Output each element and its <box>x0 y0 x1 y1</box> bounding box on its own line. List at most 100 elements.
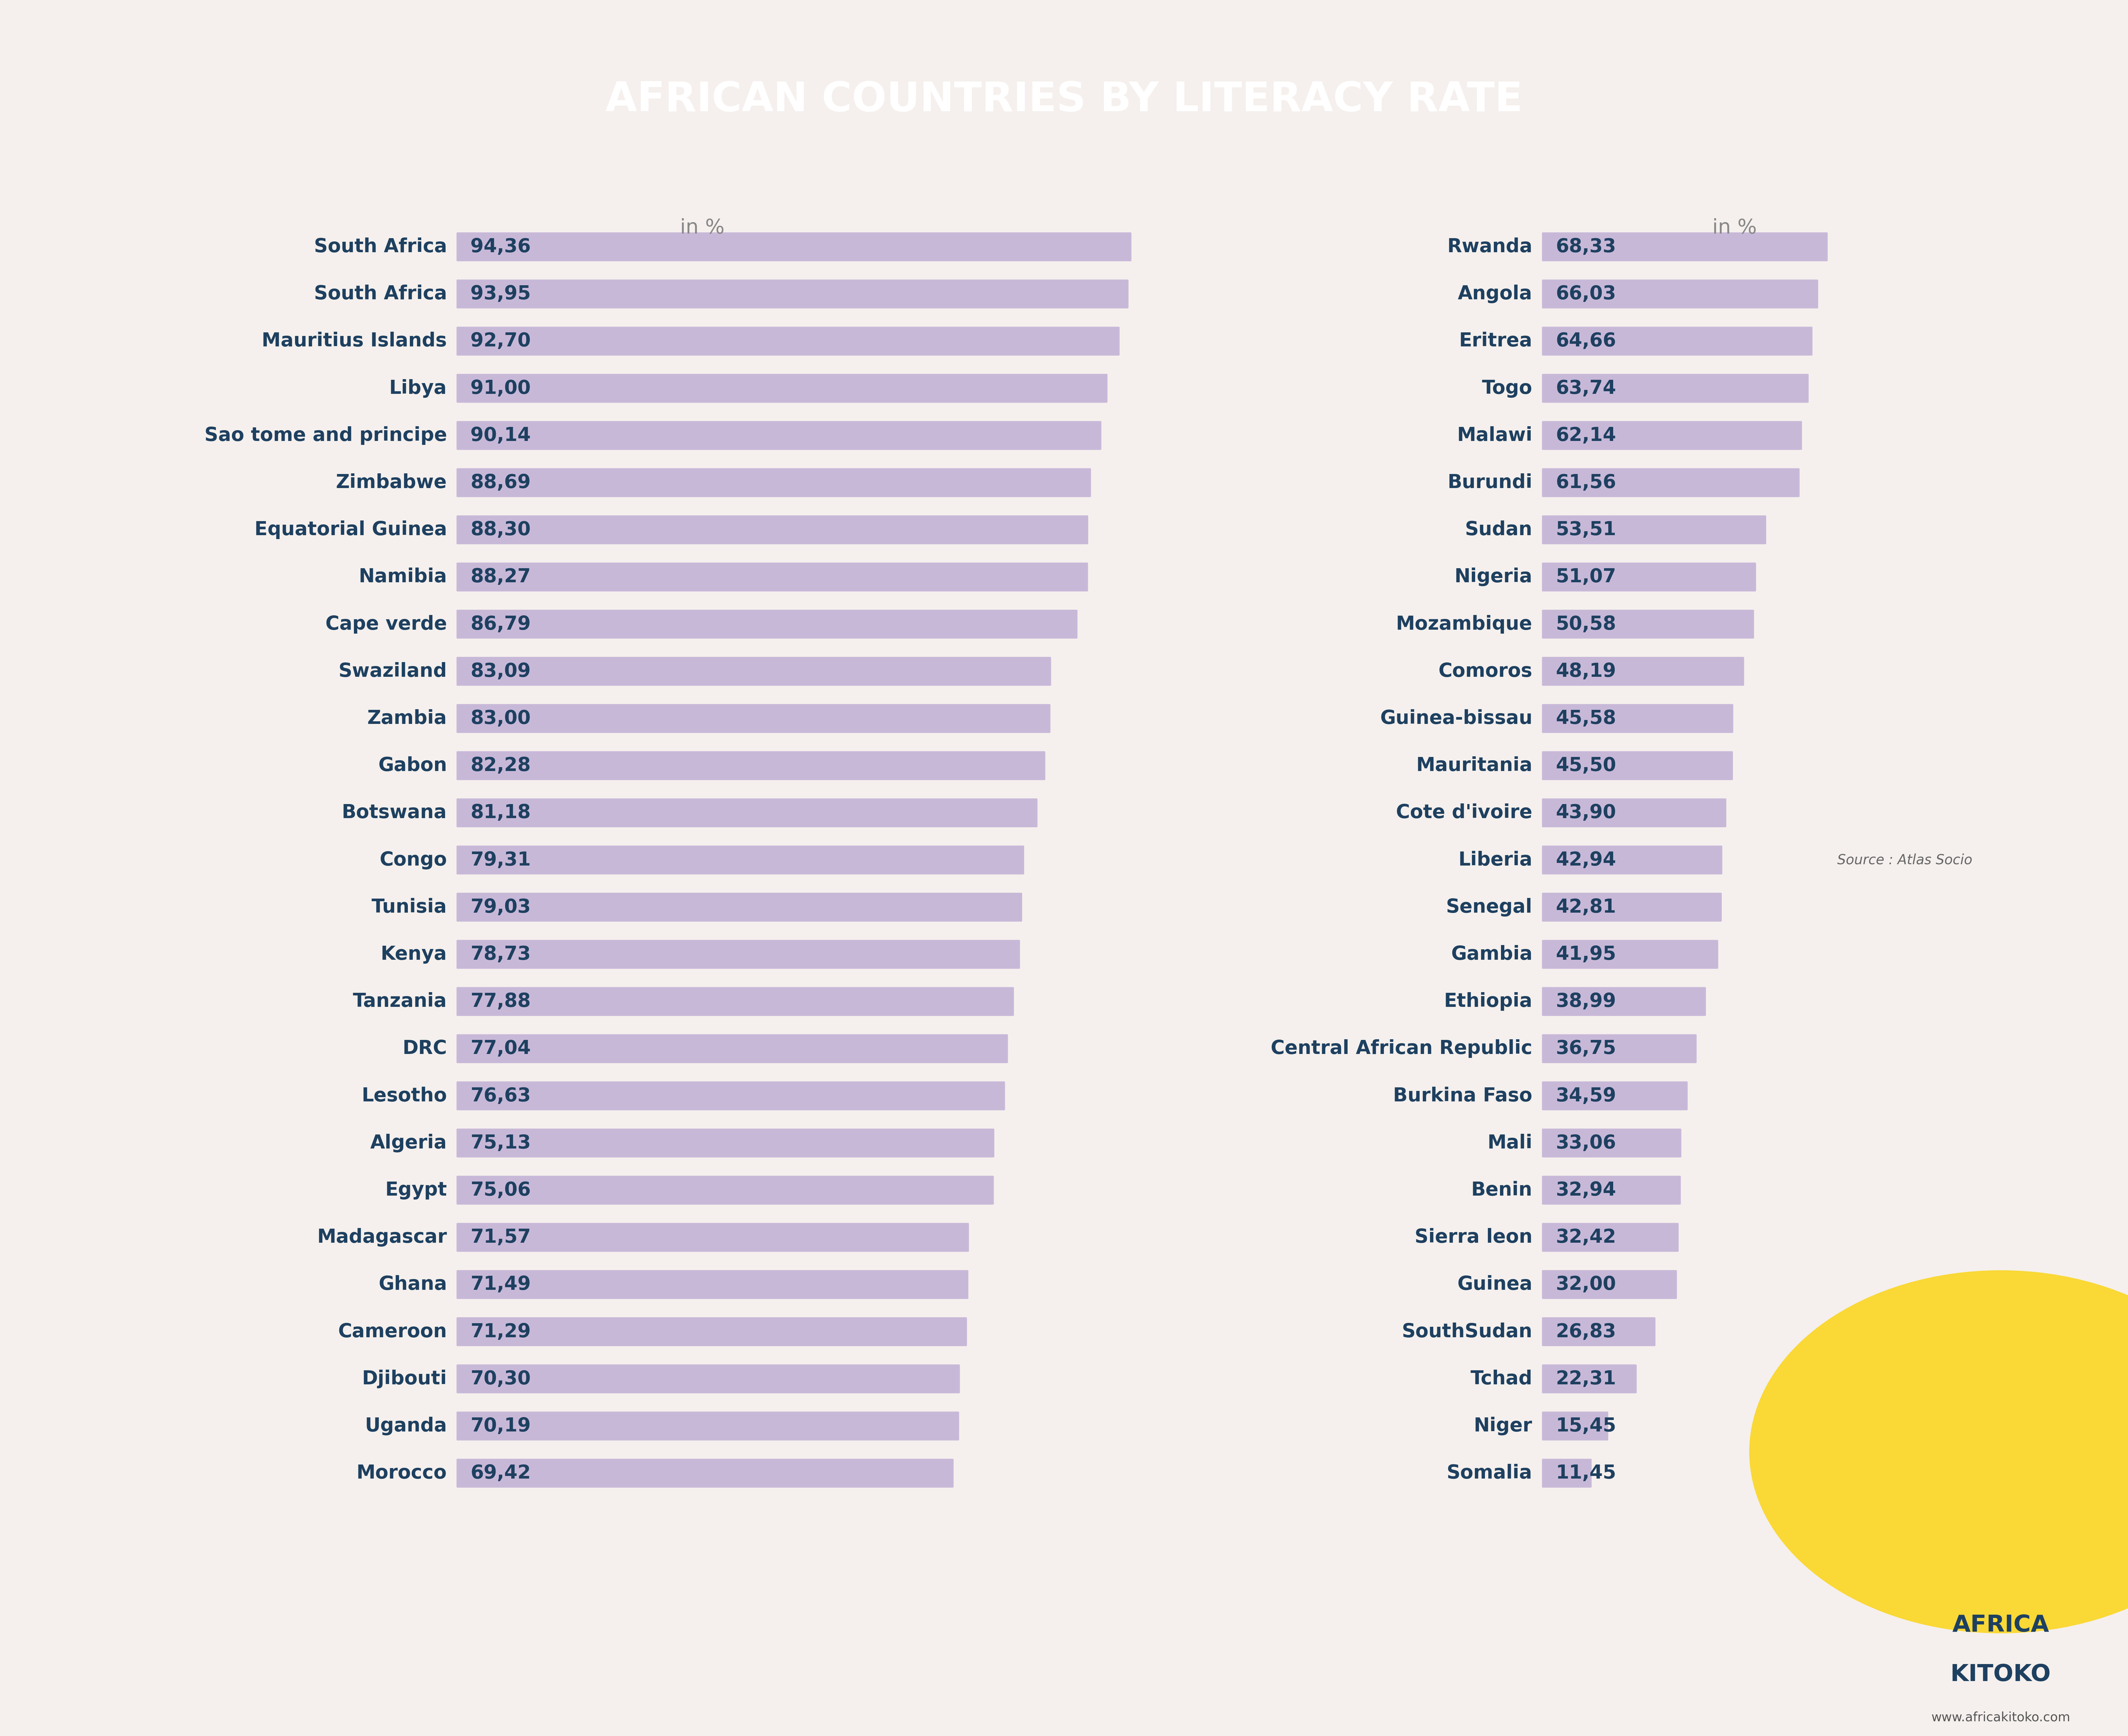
Text: Nigeria: Nigeria <box>1453 568 1532 587</box>
FancyBboxPatch shape <box>455 1222 968 1252</box>
Text: Niger: Niger <box>1473 1417 1532 1436</box>
Text: Equatorial Guinea: Equatorial Guinea <box>255 521 447 540</box>
FancyBboxPatch shape <box>455 233 1132 260</box>
FancyBboxPatch shape <box>455 1318 966 1345</box>
Text: Gabon: Gabon <box>379 757 447 774</box>
Text: Comoros: Comoros <box>1439 661 1532 681</box>
Text: 81,18: 81,18 <box>470 804 530 823</box>
FancyBboxPatch shape <box>455 1271 968 1299</box>
Text: 79,03: 79,03 <box>470 898 530 917</box>
FancyBboxPatch shape <box>1541 373 1809 403</box>
Text: Togo: Togo <box>1481 378 1532 398</box>
FancyBboxPatch shape <box>455 1175 994 1205</box>
Text: 83,09: 83,09 <box>470 661 530 681</box>
Text: Central African Republic: Central African Republic <box>1270 1040 1532 1057</box>
Text: South Africa: South Africa <box>313 238 447 257</box>
FancyBboxPatch shape <box>455 1411 960 1441</box>
FancyBboxPatch shape <box>1541 705 1732 733</box>
FancyBboxPatch shape <box>1541 1082 1688 1111</box>
Text: Cote d'ivoire: Cote d'ivoire <box>1396 804 1532 823</box>
FancyBboxPatch shape <box>455 469 1092 496</box>
Text: 45,50: 45,50 <box>1556 757 1615 774</box>
Text: 45,58: 45,58 <box>1556 710 1615 727</box>
FancyBboxPatch shape <box>1541 469 1800 496</box>
FancyBboxPatch shape <box>455 656 1051 686</box>
Text: Guinea-bissau: Guinea-bissau <box>1379 710 1532 727</box>
Text: 22,31: 22,31 <box>1556 1370 1615 1389</box>
Text: Mauritius Islands: Mauritius Islands <box>262 332 447 351</box>
Text: 71,57: 71,57 <box>470 1227 530 1246</box>
FancyBboxPatch shape <box>455 988 1013 1016</box>
FancyBboxPatch shape <box>455 279 1128 309</box>
Text: Zimbabwe: Zimbabwe <box>336 474 447 491</box>
Text: 26,83: 26,83 <box>1556 1323 1615 1340</box>
Text: 51,07: 51,07 <box>1556 568 1615 587</box>
Text: 88,69: 88,69 <box>470 474 530 491</box>
Text: Mozambique: Mozambique <box>1396 615 1532 634</box>
Text: 32,00: 32,00 <box>1556 1276 1615 1293</box>
FancyBboxPatch shape <box>1541 1222 1679 1252</box>
Text: Guinea: Guinea <box>1458 1276 1532 1293</box>
Text: Tanzania: Tanzania <box>353 993 447 1010</box>
Text: 34,59: 34,59 <box>1556 1087 1615 1106</box>
Text: Egypt: Egypt <box>385 1180 447 1200</box>
Text: 32,94: 32,94 <box>1556 1180 1615 1200</box>
Text: Liberia: Liberia <box>1458 851 1532 870</box>
FancyBboxPatch shape <box>1541 1364 1636 1394</box>
Text: Botswana: Botswana <box>343 804 447 823</box>
FancyBboxPatch shape <box>455 705 1051 733</box>
Text: Sierra leon: Sierra leon <box>1415 1227 1532 1246</box>
Text: 77,04: 77,04 <box>470 1040 530 1057</box>
Text: Algeria: Algeria <box>370 1134 447 1153</box>
Text: Swaziland: Swaziland <box>338 661 447 681</box>
Text: Benin: Benin <box>1470 1180 1532 1200</box>
FancyBboxPatch shape <box>1541 516 1766 545</box>
Text: Source : Atlas Socio: Source : Atlas Socio <box>1836 852 1973 866</box>
Text: 32,42: 32,42 <box>1556 1227 1615 1246</box>
FancyBboxPatch shape <box>1541 326 1813 356</box>
Text: 78,73: 78,73 <box>470 944 530 963</box>
FancyBboxPatch shape <box>1541 1175 1681 1205</box>
Text: 50,58: 50,58 <box>1556 615 1615 634</box>
FancyBboxPatch shape <box>1541 1035 1696 1062</box>
Text: Congo: Congo <box>379 851 447 870</box>
FancyBboxPatch shape <box>1541 1458 1592 1488</box>
FancyBboxPatch shape <box>455 609 1077 639</box>
FancyBboxPatch shape <box>455 562 1087 592</box>
Text: Burkina Faso: Burkina Faso <box>1394 1087 1532 1106</box>
Text: 91,00: 91,00 <box>470 378 530 398</box>
Text: 70,19: 70,19 <box>470 1417 530 1436</box>
Text: Kenya: Kenya <box>381 944 447 963</box>
Text: 48,19: 48,19 <box>1556 661 1615 681</box>
FancyBboxPatch shape <box>455 1082 1004 1111</box>
FancyBboxPatch shape <box>455 516 1087 545</box>
Text: Sao tome and principe: Sao tome and principe <box>204 425 447 444</box>
Text: Ghana: Ghana <box>379 1276 447 1293</box>
Text: Mali: Mali <box>1487 1134 1532 1153</box>
Text: 79,31: 79,31 <box>470 851 530 870</box>
FancyBboxPatch shape <box>1541 939 1717 969</box>
Text: 75,06: 75,06 <box>470 1180 530 1200</box>
FancyBboxPatch shape <box>1541 562 1756 592</box>
Text: 90,14: 90,14 <box>470 425 530 444</box>
Text: 94,36: 94,36 <box>470 238 530 257</box>
FancyBboxPatch shape <box>1541 752 1732 779</box>
FancyBboxPatch shape <box>1541 656 1743 686</box>
Text: 36,75: 36,75 <box>1556 1040 1615 1057</box>
FancyBboxPatch shape <box>455 422 1100 450</box>
FancyBboxPatch shape <box>1541 1411 1609 1441</box>
Text: 64,66: 64,66 <box>1556 332 1615 351</box>
FancyBboxPatch shape <box>455 1364 960 1394</box>
Text: 82,28: 82,28 <box>470 757 530 774</box>
Text: Lesotho: Lesotho <box>362 1087 447 1106</box>
Text: Djibouti: Djibouti <box>362 1370 447 1389</box>
Text: DRC: DRC <box>402 1040 447 1057</box>
Text: Somalia: Somalia <box>1447 1463 1532 1483</box>
FancyBboxPatch shape <box>455 373 1107 403</box>
Text: 68,33: 68,33 <box>1556 238 1615 257</box>
Text: KITOKO: KITOKO <box>1949 1663 2051 1686</box>
FancyBboxPatch shape <box>455 939 1019 969</box>
Text: in %: in % <box>681 219 724 238</box>
FancyBboxPatch shape <box>455 1458 953 1488</box>
FancyBboxPatch shape <box>1541 1318 1656 1345</box>
